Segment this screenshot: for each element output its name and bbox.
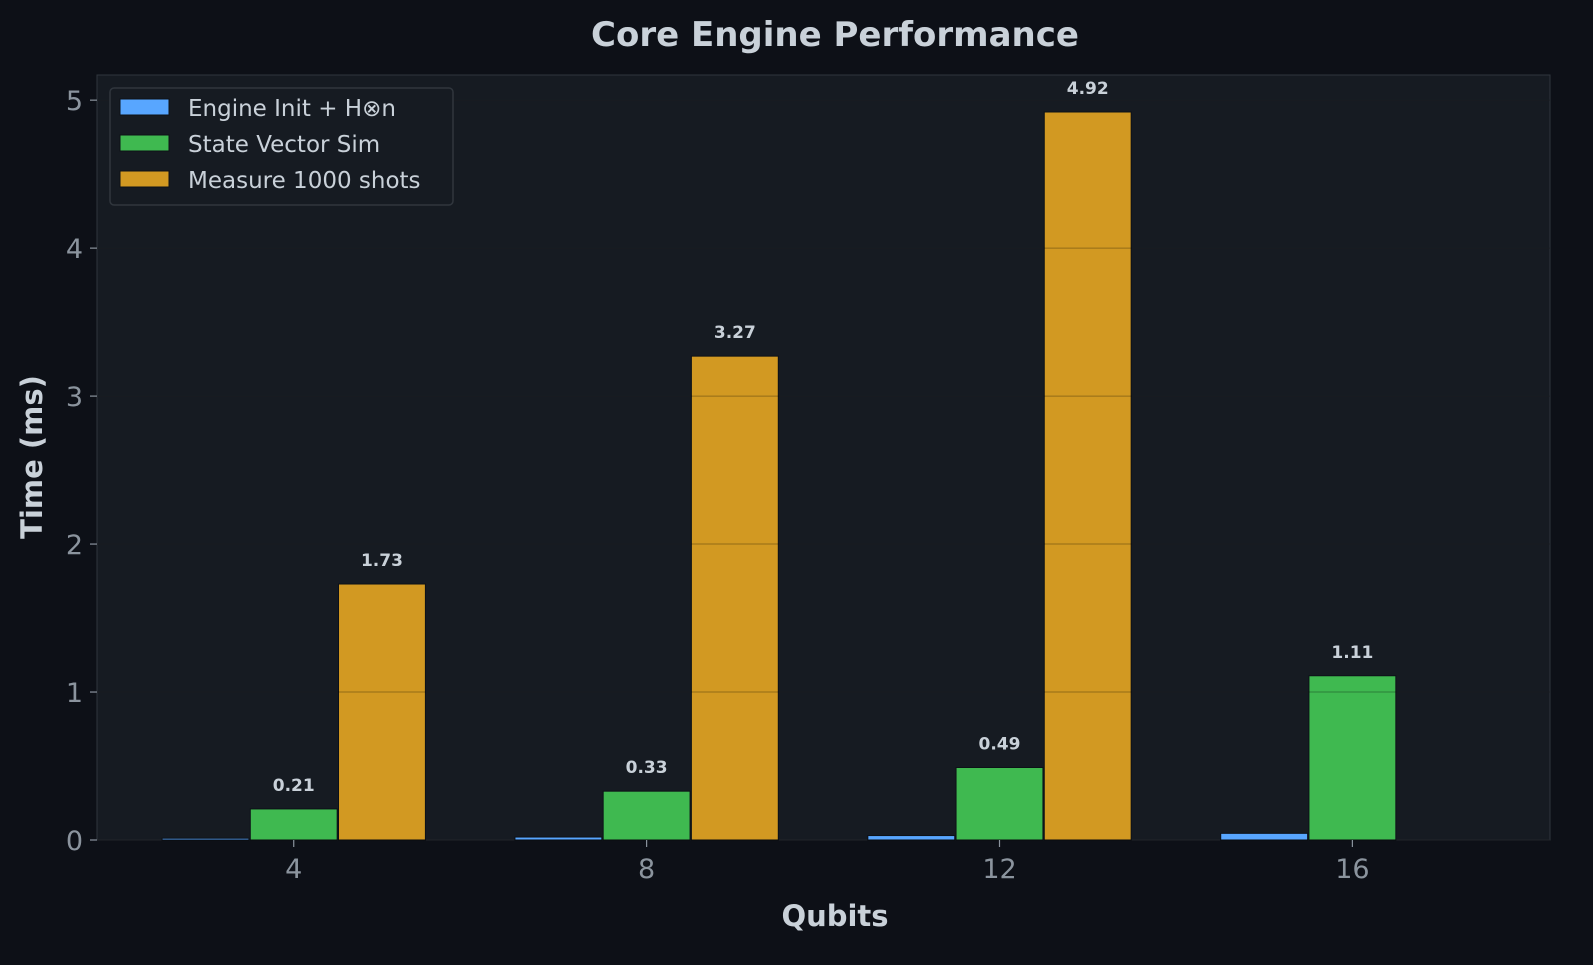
bar-1-4 <box>249 808 338 841</box>
bar-value-label: 1.73 <box>361 551 403 571</box>
bar-value-label: 4.92 <box>1067 79 1109 99</box>
y-tick-label: 2 <box>66 530 83 561</box>
y-tick-label: 1 <box>66 678 83 709</box>
x-tick-label: 4 <box>285 854 302 885</box>
bar-labels: 0.21 0.33 0.49 1.11 1.73 3.27 4.92 <box>273 79 1374 796</box>
bar-0-12 <box>867 835 956 841</box>
y-tick-label: 0 <box>66 826 83 857</box>
bar-2-12 <box>1043 111 1132 841</box>
chart-title: Core Engine Performance <box>591 15 1079 55</box>
bar-1-16 <box>1308 675 1397 841</box>
bars <box>161 111 1397 841</box>
x-tick-label: 12 <box>982 854 1016 885</box>
y-axis-label: Time (ms) <box>15 375 49 539</box>
y-tick-label: 3 <box>66 382 83 413</box>
legend-label: State Vector Sim <box>188 132 380 158</box>
y-tick-label: 4 <box>66 234 83 265</box>
bar-value-label: 0.21 <box>273 776 315 796</box>
bar-2-8 <box>690 355 779 841</box>
bar-value-label: 3.27 <box>714 323 756 343</box>
bar-value-label: 0.33 <box>626 758 668 778</box>
bar-1-12 <box>955 766 1044 841</box>
bar-0-4 <box>161 837 250 841</box>
x-axis-label: Qubits <box>781 899 888 933</box>
y-tick-label: 5 <box>66 86 83 117</box>
legend-label: Engine Init + H⊗n <box>188 96 396 122</box>
legend-box <box>109 87 454 206</box>
legend-label: Measure 1000 shots <box>188 168 421 194</box>
bar-value-label: 0.49 <box>979 734 1021 754</box>
legend-swatch <box>119 134 170 152</box>
bar-value-label: 1.11 <box>1331 643 1373 663</box>
bar-1-8 <box>602 790 691 841</box>
legend: Engine Init + H⊗n State Vector Sim Measure… <box>109 87 454 206</box>
x-tick-label: 16 <box>1335 854 1369 885</box>
bar-0-16 <box>1220 832 1309 841</box>
legend-swatch <box>119 170 170 188</box>
bar-2-4 <box>338 583 426 841</box>
bar-0-8 <box>514 836 603 841</box>
x-tick-label: 8 <box>638 854 655 885</box>
legend-swatch <box>119 98 170 116</box>
